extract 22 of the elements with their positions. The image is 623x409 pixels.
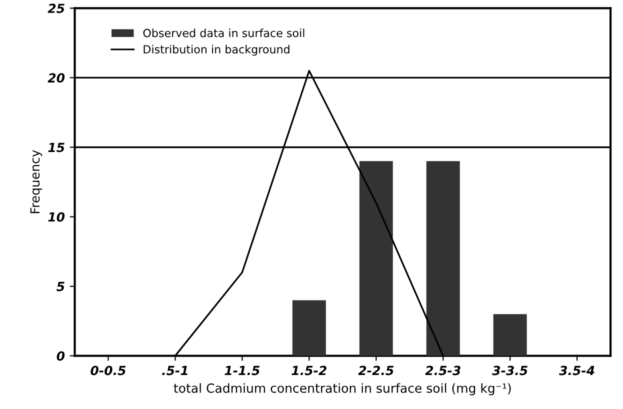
x-tick-label: 2-2.5 bbox=[358, 366, 394, 376]
bar bbox=[359, 161, 393, 356]
x-tick-label: .5-1 bbox=[162, 366, 188, 376]
x-tick-label: 3-3.5 bbox=[492, 366, 528, 376]
y-tick-label: 15 bbox=[48, 142, 64, 152]
bar bbox=[493, 314, 527, 356]
y-tick-label: 0 bbox=[56, 351, 65, 361]
x-axis-title: total Cadmium concentration in surface soil (mg kg⁻¹) bbox=[174, 383, 511, 396]
x-tick-label: 2.5-3 bbox=[425, 366, 460, 376]
y-tick-label: 20 bbox=[48, 73, 65, 83]
x-tick-label: 0-0.5 bbox=[90, 366, 126, 376]
x-tick-label: 1-1.5 bbox=[224, 366, 260, 376]
x-tick-label: 1.5-2 bbox=[292, 366, 326, 376]
y-tick-label: 10 bbox=[48, 212, 65, 222]
bar bbox=[292, 300, 326, 356]
y-tick-label: 25 bbox=[48, 4, 64, 14]
legend-label: Observed data in surface soil bbox=[143, 28, 304, 38]
legend-label: Distribution in background bbox=[144, 44, 290, 56]
y-axis-title: Frequency bbox=[30, 150, 42, 214]
x-tick-label: 3.5-4 bbox=[559, 366, 594, 376]
bar bbox=[426, 161, 460, 356]
y-tick-label: 5 bbox=[56, 282, 64, 292]
